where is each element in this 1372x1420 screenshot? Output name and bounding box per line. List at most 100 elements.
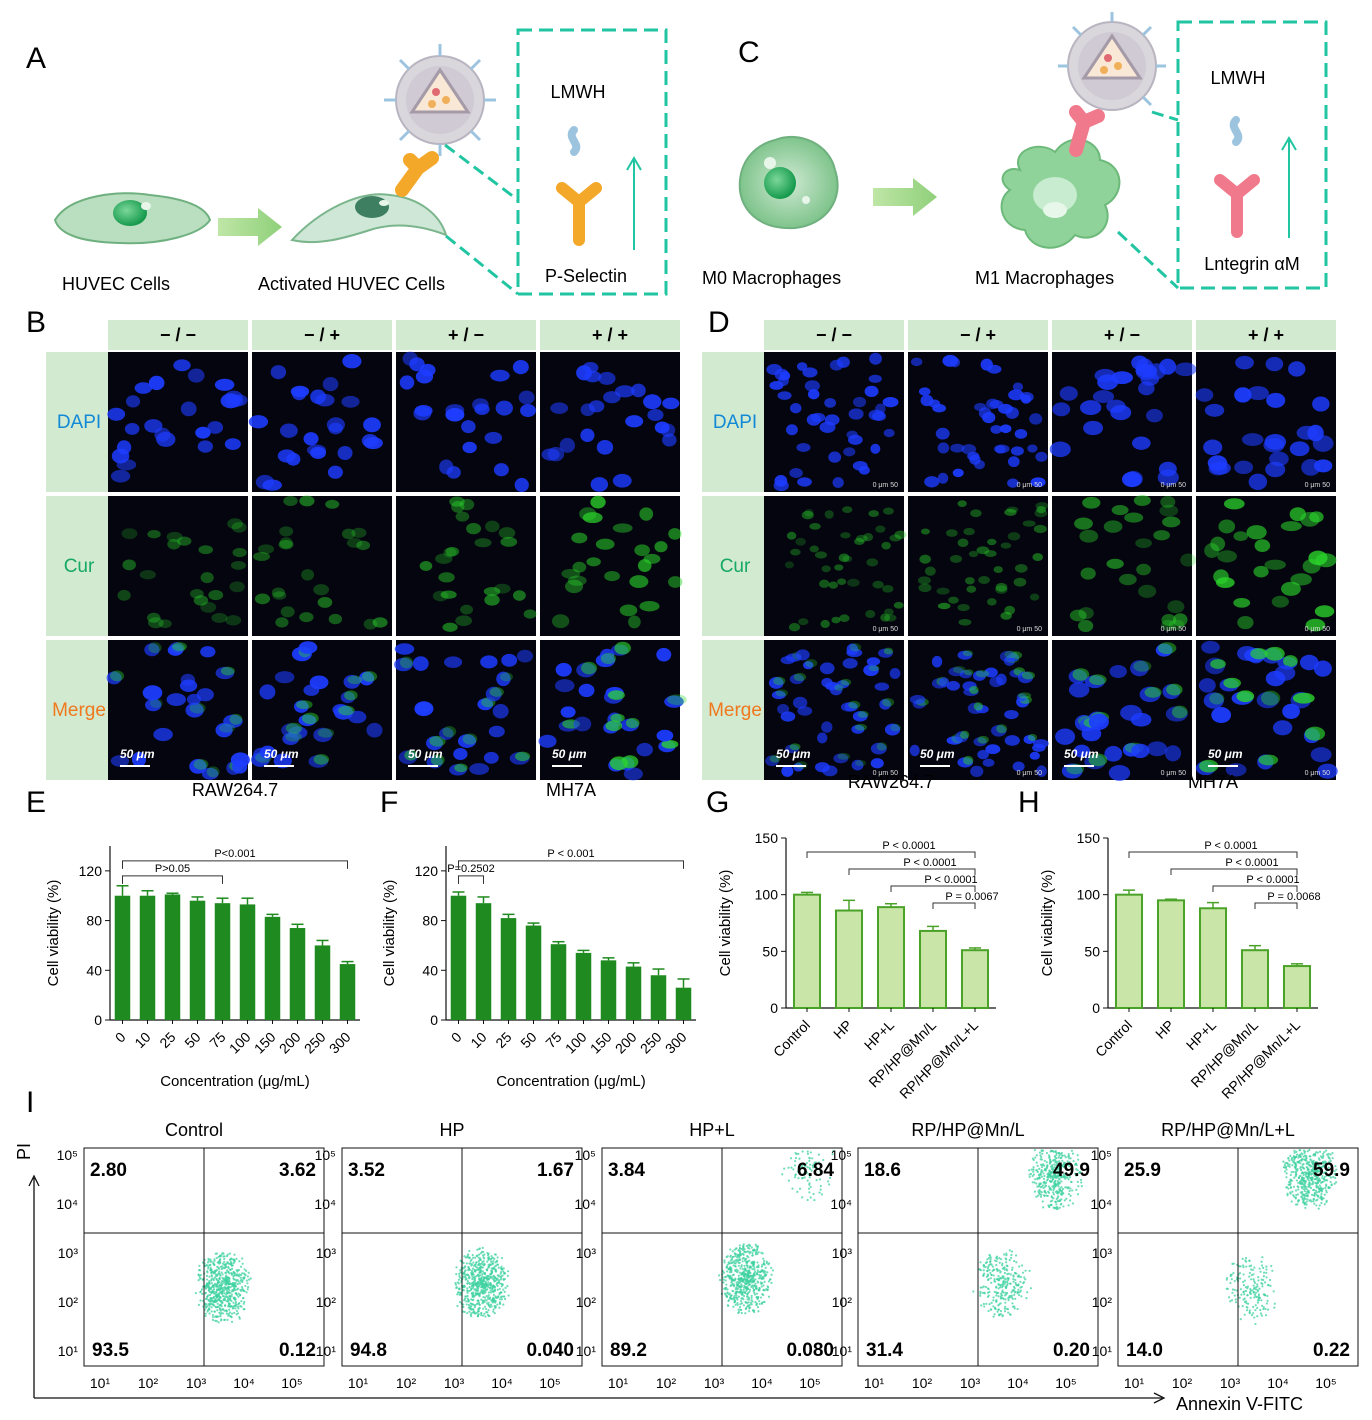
flow-event-dot xyxy=(755,1292,759,1295)
panel-letter-d: D xyxy=(708,306,730,339)
curcumin-mark xyxy=(278,539,294,550)
flow-event-dot xyxy=(239,1276,242,1279)
flow-event-dot xyxy=(1017,1288,1020,1291)
flow-event-dot xyxy=(1299,1155,1302,1158)
nucleus-mark xyxy=(313,727,333,743)
curcumin-mark xyxy=(1007,532,1021,541)
x-tick-label: 10 xyxy=(467,1029,489,1051)
flow-event-dot xyxy=(197,1279,200,1282)
pi-axis-arrow-icon xyxy=(28,1174,40,1187)
flow-event-dot xyxy=(735,1247,738,1250)
flow-event-dot xyxy=(1052,1206,1055,1209)
curcumin-mark xyxy=(605,720,623,732)
column-header-bg xyxy=(1052,320,1192,350)
curcumin-mark xyxy=(643,553,661,564)
flow-event-dot xyxy=(1069,1187,1072,1190)
flow-event-dot xyxy=(792,1168,795,1171)
flow-event-dot xyxy=(207,1267,210,1270)
curcumin-mark xyxy=(523,609,537,619)
flow-event-dot xyxy=(739,1288,742,1291)
curcumin-mark xyxy=(551,614,570,629)
nucleus-mark xyxy=(806,413,821,426)
flow-event-dot xyxy=(735,1260,738,1263)
flow-event-dot xyxy=(748,1288,752,1291)
curcumin-mark xyxy=(1111,505,1129,516)
flow-event-dot xyxy=(997,1308,1000,1311)
flow-event-dot xyxy=(1323,1160,1327,1163)
flow-event-dot xyxy=(471,1253,474,1257)
flow-event-dot xyxy=(1036,1194,1039,1197)
curcumin-mark xyxy=(489,687,504,697)
curcumin-mark xyxy=(924,566,936,576)
flow-event-dot xyxy=(1065,1172,1068,1175)
curcumin-mark xyxy=(1035,502,1049,510)
nucleus-mark xyxy=(315,393,335,407)
flow-event-dot xyxy=(1033,1181,1036,1184)
x-tick-label: 250 xyxy=(637,1029,665,1057)
flow-event-dot xyxy=(212,1288,216,1291)
significance-label: P<0.001 xyxy=(214,848,255,860)
flow-event-dot xyxy=(737,1261,740,1264)
nucleus-mark xyxy=(110,469,131,483)
flow-event-dot xyxy=(1080,1181,1083,1184)
flow-event-dot xyxy=(1071,1152,1075,1155)
flow-event-dot xyxy=(208,1275,211,1278)
flow-event-dot xyxy=(732,1305,735,1308)
flow-event-dot xyxy=(1257,1279,1260,1282)
curcumin-mark xyxy=(498,527,516,539)
nucleus-mark xyxy=(884,723,901,736)
flow-event-dot xyxy=(1319,1168,1322,1171)
flow-event-dot xyxy=(218,1308,222,1311)
flow-event-dot xyxy=(241,1272,244,1275)
nucleus-mark xyxy=(415,369,434,384)
flow-event-dot xyxy=(1313,1202,1316,1205)
flow-event-dot xyxy=(239,1288,242,1292)
flow-event-dot xyxy=(1067,1186,1070,1189)
x-tick-label: 0 xyxy=(112,1029,129,1046)
flow-event-dot xyxy=(1245,1309,1249,1312)
flow-event-dot xyxy=(1069,1157,1072,1160)
y-tick-label: 10⁴ xyxy=(1090,1196,1112,1212)
nucleus-mark xyxy=(1165,706,1188,722)
flow-event-dot xyxy=(499,1296,503,1299)
micro-scale-text: 0 μm 50 xyxy=(1017,770,1043,777)
flow-event-dot xyxy=(228,1308,231,1311)
nucleus-mark xyxy=(797,477,812,487)
flow-event-dot xyxy=(1028,1175,1031,1179)
flow-event-dot xyxy=(1052,1150,1055,1153)
curcumin-mark xyxy=(595,538,615,550)
nucleus-mark xyxy=(279,423,298,438)
flow-event-dot xyxy=(481,1266,484,1269)
nucleus-mark xyxy=(844,701,859,712)
curcumin-mark xyxy=(963,669,974,676)
curcumin-mark xyxy=(952,665,966,674)
curcumin-mark xyxy=(790,548,801,556)
nucleus-mark xyxy=(310,446,327,459)
flow-plot-title: HP+L xyxy=(689,1120,735,1140)
flow-event-dot xyxy=(828,1183,831,1186)
curcumin-mark xyxy=(279,537,293,549)
flow-event-dot xyxy=(233,1287,236,1290)
quadrant-upper-left-value: 2.80 xyxy=(90,1160,127,1181)
flow-event-dot xyxy=(242,1302,245,1305)
flow-event-dot xyxy=(1056,1192,1059,1195)
flow-event-dot xyxy=(228,1282,231,1285)
flow-event-dot xyxy=(1325,1174,1328,1177)
nucleus-mark xyxy=(1164,745,1182,762)
nucleus-mark xyxy=(148,375,165,391)
flow-event-dot xyxy=(1053,1173,1056,1176)
flow-event-dot xyxy=(481,1314,485,1317)
nucleus-mark xyxy=(1247,386,1269,401)
nucleus-mark xyxy=(909,744,920,757)
nucleus-mark xyxy=(828,451,842,463)
flow-event-dot xyxy=(724,1286,728,1289)
flow-event-dot xyxy=(209,1258,212,1261)
flow-event-dot xyxy=(732,1264,735,1267)
flow-event-dot xyxy=(502,1267,505,1270)
flow-event-dot xyxy=(1040,1169,1043,1172)
flow-event-dot xyxy=(1307,1171,1310,1174)
curcumin-mark xyxy=(957,603,970,612)
curcumin-mark xyxy=(866,558,879,567)
curcumin-mark xyxy=(773,676,786,686)
flow-event-dot xyxy=(1253,1293,1256,1296)
